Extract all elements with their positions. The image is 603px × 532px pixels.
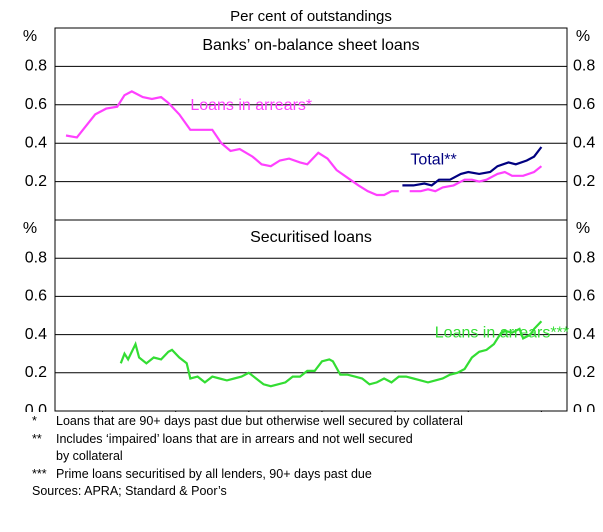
footnote-marker: *: [32, 414, 37, 428]
panel-title: Banks’ on-balance sheet loans: [202, 37, 419, 54]
y-tick-label: 0.4: [573, 326, 595, 343]
y-tick-label: 0.8: [25, 249, 47, 266]
y-tick-label: 0.2: [25, 173, 47, 190]
y-tick-label: 0.8: [573, 58, 595, 75]
y-tick-label: 0.6: [573, 96, 595, 113]
panel-title: Securitised loans: [250, 229, 372, 246]
y-tick-label: 0.6: [573, 288, 595, 305]
series-line: [119, 320, 543, 388]
footnote: * Loans that are 90+ days past due but ot…: [32, 413, 562, 431]
y-tick-label: 0.6: [25, 288, 47, 305]
chart-subtitle: Per cent of outstandings: [230, 8, 392, 25]
series-label: Loans in arrears***: [435, 325, 569, 342]
y-tick-label: 0.4: [573, 134, 595, 151]
sources: Sources: APRA; Standard & Poor’s: [32, 484, 227, 498]
y-tick-label: 0.4: [25, 326, 47, 343]
y-axis-label: %: [23, 28, 37, 45]
series-line: [402, 146, 543, 187]
y-axis-label: %: [576, 28, 590, 45]
footnote: ** Includes ‘impaired’ loans that are in …: [32, 431, 562, 466]
footnote-text: Prime loans securitised by all lenders, …: [56, 466, 372, 481]
y-tick-label: 0.2: [573, 173, 595, 190]
y-tick-label: 0.0: [25, 402, 47, 412]
y-tick-label: 0.4: [25, 134, 47, 151]
footnote-text: Loans that are 90+ days past due but oth…: [56, 414, 463, 428]
y-tick-label: 0.8: [25, 58, 47, 75]
notes: * Loans that are 90+ days past due but ot…: [32, 413, 562, 501]
y-tick-label: 0.8: [573, 249, 595, 266]
y-tick-label: 0.6: [25, 96, 47, 113]
footnote-marker: ***: [32, 466, 47, 481]
y-tick-label: 0.0: [573, 402, 595, 412]
y-tick-label: 0.2: [25, 364, 47, 381]
y-axis-label: %: [23, 220, 37, 237]
series-label: Total**: [410, 152, 456, 169]
y-tick-label: 0.2: [573, 364, 595, 381]
series-line: [65, 90, 543, 197]
chart: Per cent of outstandings % % Banks’ on-bal…: [23, 8, 595, 412]
footnote-marker: **: [32, 431, 42, 446]
y-axis-label: %: [576, 220, 590, 237]
footnote: *** Prime loans securitised by all lender…: [32, 466, 562, 484]
footnote-text: Includes ‘impaired’ loans that are in ar…: [56, 431, 413, 464]
series-label: Loans in arrears*: [190, 97, 312, 114]
